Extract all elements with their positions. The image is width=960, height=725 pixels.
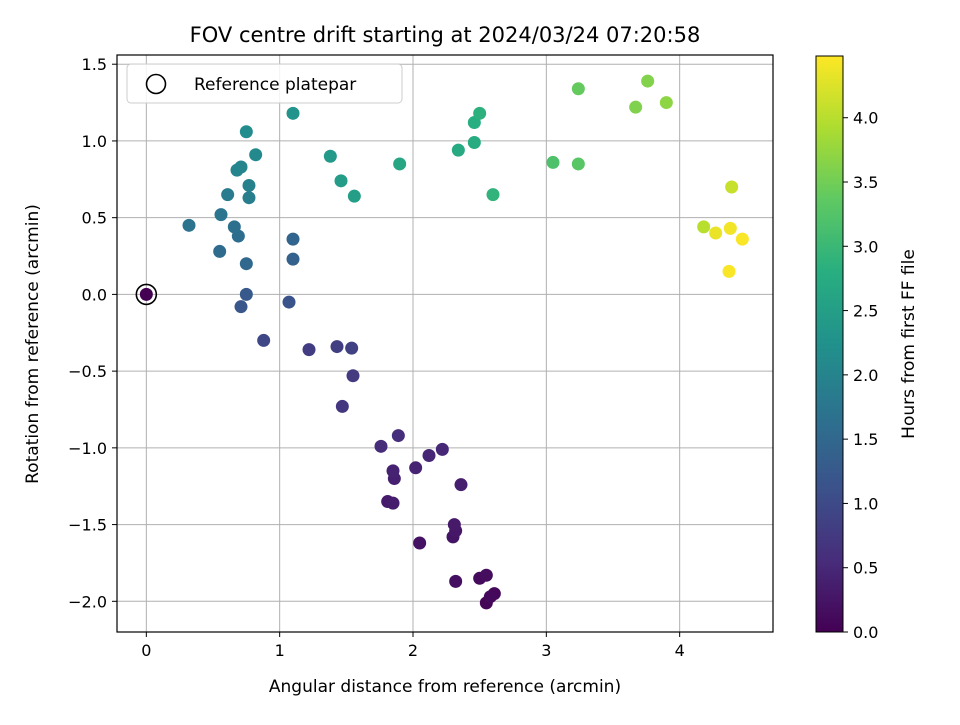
colorbar-tick-label: 3.0 (853, 237, 878, 256)
data-point (447, 518, 461, 532)
colorbar-tick-label: 3.5 (853, 173, 878, 192)
y-tick-label: −1.5 (68, 516, 107, 535)
y-tick-label: −0.5 (68, 362, 107, 381)
y-tick-label: −2.0 (68, 592, 107, 611)
data-point (234, 160, 248, 174)
x-tick-label: 0 (141, 641, 151, 660)
data-point (330, 340, 344, 354)
data-point (473, 106, 487, 120)
data-point (249, 148, 263, 162)
data-point (546, 155, 560, 169)
data-point (422, 449, 436, 463)
data-point (286, 232, 300, 246)
data-point (242, 178, 256, 192)
data-point (257, 333, 271, 347)
legend-box (126, 63, 403, 104)
data-point (413, 536, 427, 550)
data-point (435, 442, 449, 456)
colorbar: 0.0 0.5 1.0 1.5 2.0 2.5 3.0 3.5 4.0 Hours from f… (815, 55, 919, 642)
data-point (214, 208, 228, 222)
data-point (735, 232, 749, 246)
data-point (286, 252, 300, 266)
data-point (483, 590, 497, 604)
data-point (213, 244, 227, 258)
y-tick-label: 1.5 (82, 55, 107, 74)
colorbar-tick-label: 0.5 (853, 559, 878, 578)
data-point (725, 180, 739, 194)
data-point (221, 188, 235, 202)
data-point (374, 439, 388, 453)
colorbar-tick-label: 1.0 (853, 494, 878, 513)
data-point (239, 257, 253, 271)
chart-title: FOV centre drift starting at 2024/03/24 … (190, 23, 701, 47)
y-axis-label: Rotation from reference (arcmin) (23, 204, 43, 484)
x-axis-ticks: 0 1 2 3 4 (141, 632, 685, 660)
data-point (709, 226, 723, 240)
colorbar-tick-label: 2.0 (853, 366, 878, 385)
colorbar-label: Hours from first FF file (899, 249, 919, 439)
x-axis-label: Angular distance from reference (arcmin) (269, 677, 621, 697)
data-point (302, 343, 316, 357)
y-tick-label: 0.5 (82, 209, 107, 228)
data-point (629, 100, 643, 114)
data-point (335, 399, 349, 413)
x-tick-label: 3 (541, 641, 551, 660)
data-point (239, 287, 253, 301)
data-point (386, 496, 400, 510)
y-tick-label: −1.0 (68, 439, 107, 458)
data-point (723, 221, 737, 235)
data-point (409, 461, 423, 475)
data-point (449, 574, 463, 588)
data-point (139, 287, 153, 301)
data-point (386, 464, 400, 478)
data-point (479, 568, 493, 582)
data-point (571, 157, 585, 171)
reference-platepar-marker (135, 283, 158, 306)
data-point (454, 478, 468, 492)
x-tick-label: 1 (275, 641, 285, 660)
data-point (486, 188, 500, 202)
x-tick-label: 4 (675, 641, 685, 660)
data-point (234, 300, 248, 314)
legend-reference-marker (145, 73, 167, 95)
data-point (346, 369, 360, 383)
legend-entry: Reference platepar (194, 75, 356, 95)
plot-frame (116, 54, 774, 633)
data-point (659, 96, 673, 110)
colorbar-tick-label: 2.5 (853, 302, 878, 321)
y-tick-label: 0.0 (82, 285, 107, 304)
data-point (391, 429, 405, 443)
data-point (323, 149, 337, 163)
y-axis-ticks: −2.0 −1.5 −1.0 −0.5 0.0 0.5 1.0 1.5 (68, 55, 117, 611)
data-point (282, 295, 296, 309)
data-point (242, 191, 256, 205)
data-point (347, 189, 361, 203)
data-point (345, 341, 359, 355)
data-point (722, 264, 736, 278)
legend: Reference platepar (126, 63, 403, 104)
data-point (697, 220, 711, 234)
x-tick-label: 2 (408, 641, 418, 660)
colorbar-tick-label: 0.0 (853, 623, 878, 642)
grid (117, 55, 773, 632)
data-point (334, 174, 348, 188)
data-point (467, 135, 481, 149)
y-tick-label: 1.0 (82, 132, 107, 151)
data-points (135, 74, 749, 610)
data-point (182, 218, 196, 232)
data-point (451, 143, 465, 157)
data-point (571, 82, 585, 96)
colorbar-gradient (815, 55, 844, 633)
data-point (641, 74, 655, 88)
colorbar-tick-label: 1.5 (853, 430, 878, 449)
data-point (227, 220, 241, 234)
data-point (393, 157, 407, 171)
colorbar-tick-label: 4.0 (853, 109, 878, 128)
colorbar-ticks: 0.0 0.5 1.0 1.5 2.0 2.5 3.0 3.5 4.0 (843, 109, 878, 642)
data-point (239, 125, 253, 139)
data-point (286, 106, 300, 120)
